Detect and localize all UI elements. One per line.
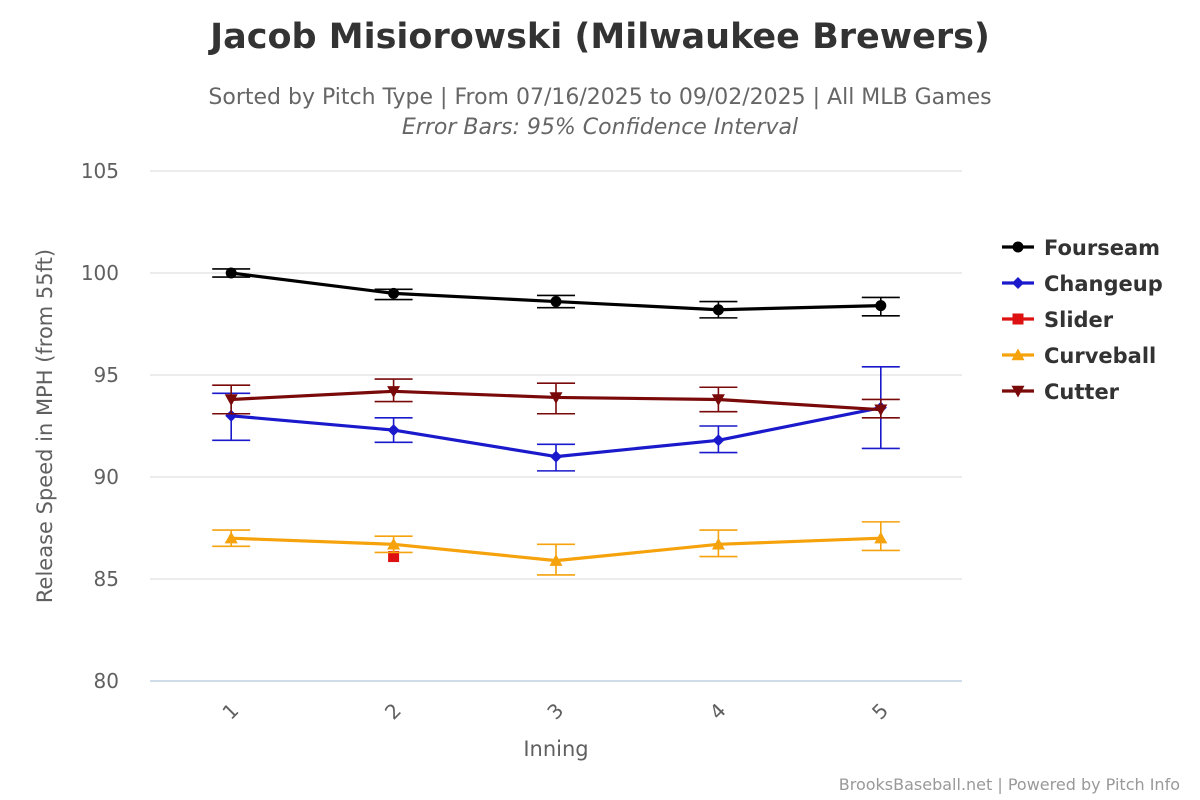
y-axis-ticks: 80 85 90 95 100 105 [81, 159, 119, 693]
data-point-cutter [224, 394, 238, 406]
legend-marker-icon [1011, 385, 1025, 398]
legend-label: Slider [1044, 308, 1114, 332]
data-point-changeup [387, 424, 400, 437]
legend-item-curveball[interactable]: Curveball [1002, 344, 1156, 368]
series-cutter [212, 378, 900, 419]
legend-marker-icon [1011, 348, 1025, 361]
chart-subtitle: Sorted by Pitch Type | From 07/16/2025 t… [208, 85, 991, 110]
chart-subtitle-error-bars: Error Bars: 95% Confidence Interval [402, 115, 798, 140]
x-tick-label: 4 [705, 698, 731, 724]
data-point-curveball [711, 537, 725, 550]
legend: Fourseam Changeup Slider Curveball Cutter [1002, 236, 1163, 404]
plot-area [212, 267, 900, 576]
legend-marker-icon [1012, 277, 1024, 289]
data-point-slider [388, 551, 400, 563]
series-curveball [212, 521, 900, 576]
x-axis-ticks: 1 2 3 4 5 [218, 698, 894, 724]
data-point-cutter [874, 404, 888, 417]
legend-item-changeup[interactable]: Changeup [1002, 272, 1163, 296]
series-slider [388, 551, 400, 563]
legend-marker-icon [1012, 241, 1024, 253]
x-axis-title: Inning [523, 737, 588, 761]
legend-item-cutter[interactable]: Cutter [1002, 380, 1120, 404]
series-fourseam [212, 267, 900, 319]
y-axis-title: Release Speed in MPH (from 55ft) [33, 249, 57, 603]
legend-item-fourseam[interactable]: Fourseam [1002, 236, 1160, 260]
credit-text: BrooksBaseball.net | Powered by Pitch In… [839, 775, 1180, 794]
data-point-fourseam [550, 296, 562, 308]
legend-item-slider[interactable]: Slider [1002, 308, 1114, 332]
data-point-fourseam [225, 267, 237, 279]
data-point-cutter [549, 392, 563, 404]
y-tick-label: 105 [81, 159, 119, 183]
data-point-fourseam [875, 300, 887, 312]
legend-label: Fourseam [1044, 236, 1160, 260]
data-point-fourseam [388, 287, 400, 299]
legend-marker-icon [1012, 313, 1024, 325]
data-point-changeup [225, 409, 238, 422]
x-tick-label: 5 [867, 698, 893, 724]
legend-label: Cutter [1044, 380, 1120, 404]
y-tick-label: 85 [94, 567, 119, 591]
y-tick-label: 100 [81, 261, 119, 285]
y-tick-label: 95 [94, 363, 119, 387]
grid [150, 170, 962, 682]
x-tick-label: 1 [218, 698, 244, 724]
legend-label: Curveball [1044, 344, 1156, 368]
x-tick-label: 3 [542, 698, 568, 724]
data-point-cutter [711, 394, 725, 406]
data-point-fourseam [712, 304, 724, 316]
data-point-changeup [712, 434, 725, 447]
data-point-curveball [224, 531, 238, 544]
data-point-cutter [387, 386, 401, 398]
data-point-curveball [549, 554, 563, 566]
data-point-curveball [387, 537, 401, 550]
data-point-changeup [550, 450, 562, 463]
legend-label: Changeup [1044, 272, 1163, 296]
data-point-curveball [874, 531, 888, 544]
x-tick-label: 2 [380, 698, 406, 724]
chart-title: Jacob Misiorowski (Milwaukee Brewers) [208, 17, 990, 57]
y-tick-label: 90 [94, 465, 119, 489]
y-tick-label: 80 [94, 669, 119, 693]
